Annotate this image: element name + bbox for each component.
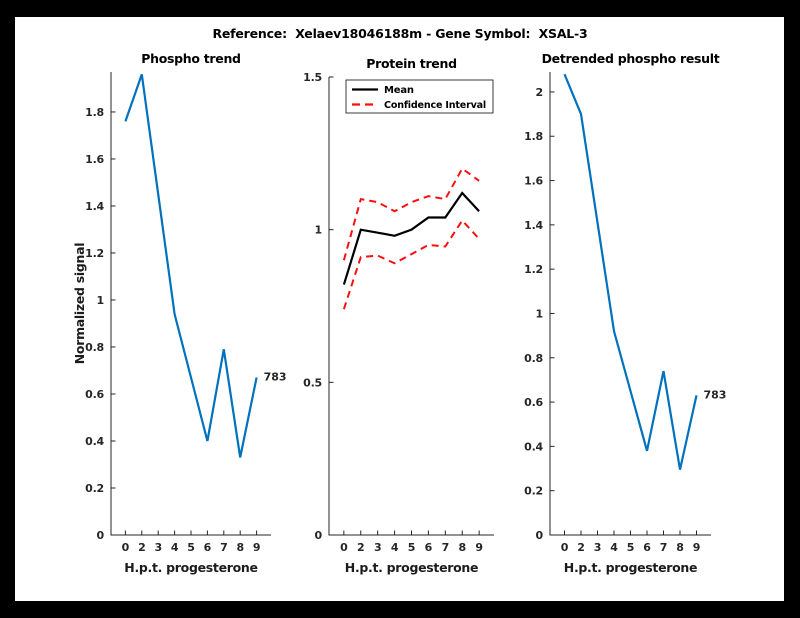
- y-tick-label: 0.6: [85, 388, 104, 401]
- x-tick-label: 2: [357, 541, 364, 554]
- y-tick-label: 0: [97, 529, 105, 542]
- x-axis-label: H.p.t. progesterone: [124, 560, 257, 575]
- x-tick-label: 7: [442, 541, 449, 554]
- x-tick-label: 2: [138, 541, 145, 554]
- x-tick-label: 0: [340, 541, 348, 554]
- x-tick-label: 3: [374, 541, 381, 554]
- phospho-signal-line: [124, 74, 258, 458]
- y-tick-label: 2: [536, 86, 543, 99]
- y-tick-label: 1.6: [85, 153, 104, 166]
- x-tick-label: 5: [627, 541, 634, 554]
- y-tick-label: 1.8: [524, 130, 543, 143]
- y-tick-label: 0.2: [524, 485, 543, 498]
- subplot-title: Protein trend: [366, 56, 456, 71]
- x-tick-label: 7: [220, 541, 227, 554]
- subplot-title: Detrended phospho result: [542, 51, 720, 66]
- legend-label-mean: Mean: [384, 85, 414, 96]
- y-tick-label: 1.4: [85, 200, 104, 213]
- subplot-phospho-trend: 00.20.40.60.811.21.41.61.80 2 3 4 5 6 7 8 9783Ph…: [72, 51, 287, 575]
- confidence-interval-lower-line: [342, 218, 480, 310]
- x-tick-label: 7: [660, 541, 667, 554]
- y-tick-label: 1.8: [85, 106, 104, 119]
- y-tick-label: 0.8: [85, 341, 104, 354]
- x-tick-label: 8: [236, 541, 243, 554]
- axis-spines: [328, 77, 494, 536]
- y-tick-label: 0.4: [524, 440, 543, 453]
- y-tick-label: 1.6: [524, 175, 543, 188]
- x-tick-label: 4: [171, 541, 179, 554]
- x-tick-label: 9: [253, 541, 260, 554]
- y-tick-label: 1: [315, 224, 322, 237]
- legend-label-confidence-interval: Confidence Interval: [384, 100, 486, 111]
- mean-line: [342, 191, 480, 285]
- y-tick-label: 0: [536, 529, 544, 542]
- y-tick-label: 0.6: [524, 396, 543, 409]
- subplot-detrended-phospho-result: 00.20.40.60.811.21.41.61.820 2 3 4 5 6 7 8 9783D…: [524, 51, 726, 575]
- x-tick-label: 4: [610, 541, 618, 554]
- x-tick-label: 5: [408, 541, 415, 554]
- x-tick-label: 9: [693, 541, 700, 554]
- y-axis-label: Normalized signal: [72, 243, 87, 365]
- legend: Mean Confidence Interval: [345, 79, 494, 114]
- detrended-phospho-line: [563, 73, 698, 470]
- subplot-title: Phospho trend: [141, 51, 240, 66]
- y-tick-label: 1.5: [303, 71, 322, 84]
- x-tick-label: 0: [122, 541, 130, 554]
- figure-title: Reference: Xelaev18046188m - Gene Symbol…: [212, 26, 588, 41]
- x-tick-label: 0: [561, 541, 569, 554]
- endpoint-label: 783: [704, 388, 727, 401]
- x-tick-label: 8: [459, 541, 466, 554]
- x-tick-label: 5: [187, 541, 194, 554]
- x-tick-label: 3: [154, 541, 161, 554]
- confidence-interval-upper-line: [342, 167, 480, 261]
- y-tick-label: 0.5: [303, 376, 322, 389]
- y-tick-label: 0.2: [85, 482, 104, 495]
- endpoint-label: 783: [264, 371, 287, 384]
- y-tick-label: 0: [315, 529, 323, 542]
- axis-spines: [549, 72, 711, 536]
- axis-spines: [110, 72, 271, 536]
- y-tick-label: 1.4: [524, 219, 543, 232]
- x-axis-label: H.p.t. progesterone: [564, 560, 697, 575]
- y-tick-label: 1.2: [524, 263, 543, 276]
- y-tick-label: 1: [536, 307, 543, 320]
- y-tick-label: 1.2: [85, 247, 104, 260]
- figure-canvas: [15, 17, 784, 601]
- x-tick-label: 9: [475, 541, 482, 554]
- x-tick-label: 3: [594, 541, 601, 554]
- x-tick-label: 2: [577, 541, 584, 554]
- x-tick-label: 6: [425, 541, 433, 554]
- x-tick-label: 6: [643, 541, 651, 554]
- y-tick-label: 0.4: [85, 435, 104, 448]
- x-tick-label: 8: [676, 541, 683, 554]
- y-tick-label: 0.8: [524, 352, 543, 365]
- y-tick-label: 1: [97, 294, 104, 307]
- x-tick-label: 6: [204, 541, 212, 554]
- legend-box: [345, 79, 494, 114]
- x-tick-label: 4: [391, 541, 399, 554]
- x-axis-label: H.p.t. progesterone: [345, 560, 478, 575]
